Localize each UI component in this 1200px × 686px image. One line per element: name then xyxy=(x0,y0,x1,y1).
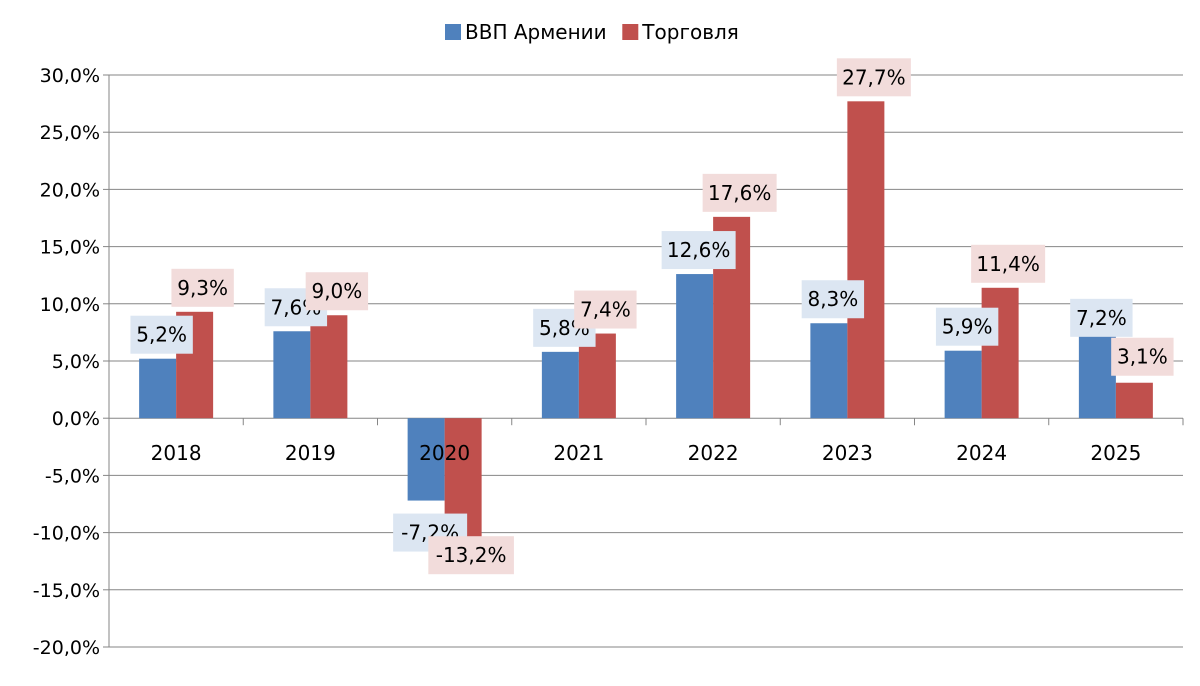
legend-swatch-gdp xyxy=(445,24,461,40)
data-label-gdp-2018-bg xyxy=(130,315,193,354)
y-tick-label: 15,0% xyxy=(40,237,100,259)
bar-gdp-2021 xyxy=(541,351,579,419)
data-label-trade-2019: 9,0% xyxy=(311,279,362,303)
data-label-trade-2023: 27,7% xyxy=(842,65,906,89)
data-label-trade-2023-bg xyxy=(836,58,911,97)
x-tick-label: 2020 xyxy=(419,441,470,465)
y-tick-label: -10,0% xyxy=(33,523,100,545)
bar-gdp-2019 xyxy=(273,331,311,419)
bar-gdp-2018 xyxy=(139,358,177,419)
data-label-trade-2018: 9,3% xyxy=(177,276,228,300)
bar-gdp-2022 xyxy=(676,274,714,419)
data-label-trade-2025: 3,1% xyxy=(1117,345,1168,369)
legend-label-gdp: ВВП Армении xyxy=(465,20,607,44)
y-tick-label: 0,0% xyxy=(52,408,100,430)
y-tick-label: 20,0% xyxy=(40,179,100,201)
x-tick-label: 2022 xyxy=(688,441,739,465)
data-label-trade-2021: 7,4% xyxy=(580,298,631,322)
data-label-trade-2022-bg xyxy=(702,173,777,212)
x-tick-label: 2025 xyxy=(1090,441,1141,465)
data-label-trade-2024: 11,4% xyxy=(976,252,1040,276)
bar-trade-2023 xyxy=(847,101,885,419)
y-tick-label: -15,0% xyxy=(33,580,100,602)
x-tick-label: 2019 xyxy=(285,441,336,465)
data-label-trade-2021-bg xyxy=(574,290,637,329)
bar-trade-2019 xyxy=(310,315,348,419)
y-tick-label: -20,0% xyxy=(33,637,100,659)
data-label-trade-2022: 17,6% xyxy=(708,181,772,205)
data-label-gdp-2023-bg xyxy=(801,280,865,319)
y-tick-label: 10,0% xyxy=(40,294,100,316)
bar-gdp-2020 xyxy=(407,418,445,501)
data-labels: 5,2%9,3%7,6%9,0%-7,2%-13,2%5,8%7,4%12,6%… xyxy=(130,58,1174,575)
bar-gdp-2023 xyxy=(810,323,848,419)
x-axis-ticks: 2018 2019 2020 2021 2022 2023 2024 2025 xyxy=(151,441,1142,465)
data-label-trade-2020-bg xyxy=(428,536,514,575)
data-label-gdp-2018: 5,2% xyxy=(136,323,187,347)
x-tick-label: 2024 xyxy=(956,441,1007,465)
data-label-gdp-2025: 7,2% xyxy=(1076,306,1127,330)
data-label-gdp-2025-bg xyxy=(1070,298,1133,337)
y-tick-label: 25,0% xyxy=(40,122,100,144)
x-tick-label: 2021 xyxy=(553,441,604,465)
data-label-gdp-2023: 8,3% xyxy=(807,287,858,311)
legend: ВВП Армении Торговля xyxy=(445,20,739,44)
data-label-trade-2025-bg xyxy=(1111,337,1174,376)
y-axis-ticks: 30,0% 25,0% 20,0% 15,0% 10,0% 5,0% 0,0% -5,0% -1… xyxy=(33,65,100,659)
gridlines xyxy=(109,74,1183,648)
x-tick-label: 2018 xyxy=(151,441,202,465)
data-label-trade-2024-bg xyxy=(971,244,1046,283)
bars xyxy=(139,101,1153,570)
data-label-gdp-2022: 12,6% xyxy=(667,238,731,262)
data-label-trade-2020: -13,2% xyxy=(436,543,507,567)
bar-gdp-2024 xyxy=(944,350,982,419)
y-tick-label: 30,0% xyxy=(40,65,100,87)
legend-label-trade: Торговля xyxy=(641,20,739,44)
bar-trade-2025 xyxy=(1115,382,1153,419)
bar-trade-2021 xyxy=(578,333,616,419)
data-label-trade-2019-bg xyxy=(305,272,369,311)
data-label-gdp-2024: 5,9% xyxy=(942,315,993,339)
data-label-gdp-2022-bg xyxy=(661,231,736,270)
data-label-trade-2018-bg xyxy=(171,268,234,307)
bar-trade-2024 xyxy=(981,287,1019,419)
data-label-gdp-2024-bg xyxy=(935,307,999,346)
legend-swatch-trade xyxy=(622,24,639,40)
x-tick-label: 2023 xyxy=(822,441,873,465)
bar-gdp-2025 xyxy=(1078,335,1116,419)
y-tick-label: -5,0% xyxy=(45,465,100,487)
y-tick-label: 5,0% xyxy=(52,351,100,373)
